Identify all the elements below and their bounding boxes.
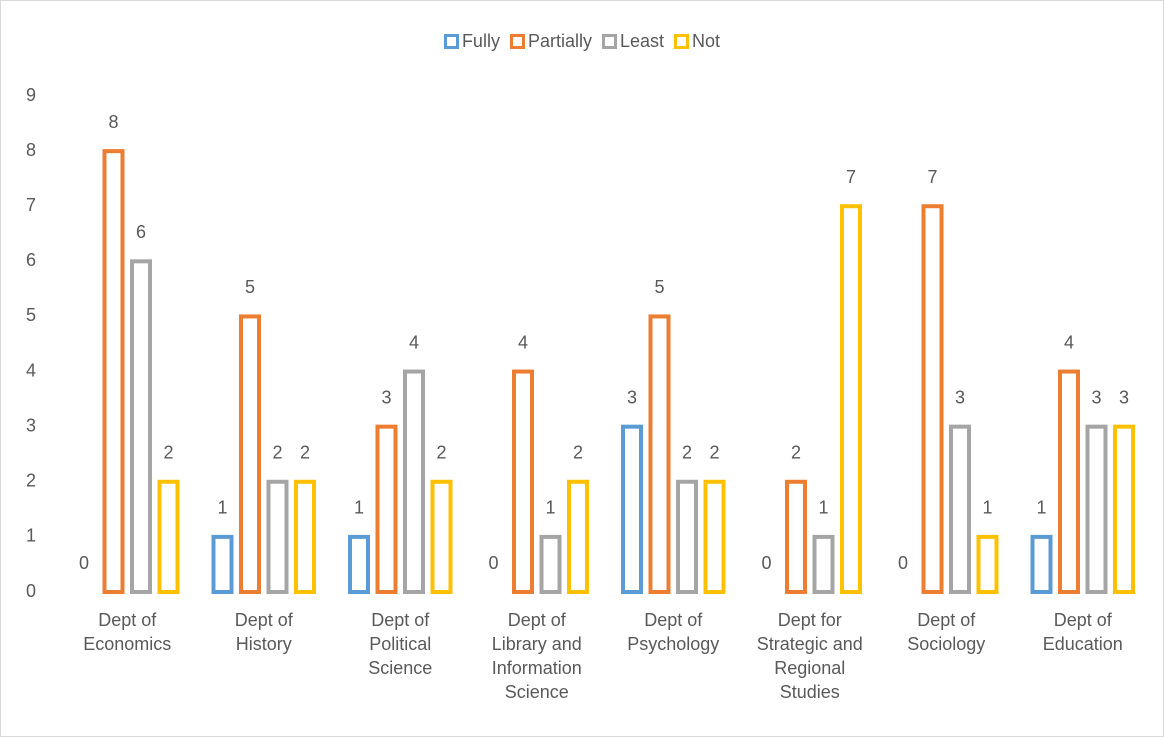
bar	[812, 534, 835, 595]
data-label: 1	[354, 498, 364, 518]
bar	[348, 534, 370, 595]
y-tick-label: 5	[26, 305, 36, 325]
data-label: 2	[791, 443, 801, 463]
data-label: 2	[272, 443, 282, 463]
x-tick-label: Dept of Economics	[83, 610, 172, 654]
bar	[211, 534, 234, 595]
x-tick-label: Dept of Library and Information Science	[491, 610, 582, 702]
y-tick-label: 2	[26, 471, 36, 491]
bar	[266, 479, 289, 594]
data-label: 1	[1036, 498, 1046, 518]
legend-swatch	[509, 34, 525, 49]
bar	[1030, 534, 1053, 595]
legend-item: Partially	[509, 31, 592, 52]
data-label: 7	[927, 167, 937, 187]
data-label: 0	[898, 553, 908, 573]
y-tick-label: 1	[26, 526, 36, 546]
bar	[239, 314, 261, 594]
bar	[403, 369, 425, 594]
bar	[1058, 369, 1080, 594]
x-tick-label: Dept of Political Science	[368, 610, 433, 678]
bar	[375, 424, 398, 594]
data-label: 2	[436, 443, 446, 463]
x-tick-label: Dept of Sociology	[907, 610, 986, 654]
data-label: 4	[1064, 332, 1074, 352]
y-tick-label: 7	[26, 195, 36, 215]
bar	[840, 204, 862, 594]
legend-label: Fully	[461, 31, 500, 51]
bar	[294, 479, 316, 594]
data-label: 3	[627, 387, 637, 407]
data-label: 1	[545, 498, 555, 518]
bar	[430, 479, 453, 594]
y-tick-label: 9	[26, 85, 36, 105]
data-label: 2	[709, 443, 719, 463]
data-label: 0	[761, 553, 771, 573]
y-tick-label: 8	[26, 140, 36, 160]
y-tick-label: 0	[26, 581, 36, 601]
y-tick-label: 6	[26, 250, 36, 270]
data-label: 1	[982, 498, 992, 518]
data-label: 3	[1091, 387, 1101, 407]
legend-label: Partially	[527, 31, 592, 51]
bar	[1113, 424, 1135, 594]
data-label: 8	[108, 112, 118, 132]
bar	[102, 149, 125, 594]
legend-label: Not	[692, 31, 721, 51]
bar	[648, 314, 671, 594]
data-label: 6	[136, 222, 146, 242]
data-label: 3	[381, 387, 391, 407]
data-label: 1	[818, 498, 828, 518]
y-tick-label: 3	[26, 415, 36, 435]
data-label: 4	[409, 332, 419, 352]
legend-swatch	[443, 34, 459, 49]
legend-swatch	[674, 34, 690, 49]
legend-swatch	[601, 34, 617, 49]
bar	[621, 424, 643, 594]
data-label: 2	[682, 443, 692, 463]
data-label: 0	[79, 553, 89, 573]
bar	[539, 534, 562, 595]
bar	[512, 369, 534, 594]
bar	[130, 259, 152, 594]
data-label: 3	[955, 387, 965, 407]
legend-item: Fully	[443, 31, 500, 52]
data-label: 5	[654, 277, 664, 297]
x-tick-label: Dept of Psychology	[627, 610, 720, 654]
data-label: 1	[217, 498, 227, 518]
bar	[785, 479, 807, 594]
bar	[567, 479, 589, 594]
bar	[157, 479, 180, 594]
data-label: 3	[1119, 387, 1129, 407]
bar	[976, 534, 999, 595]
data-label: 2	[573, 443, 583, 463]
data-label: 5	[245, 277, 255, 297]
data-label: 0	[488, 553, 498, 573]
legend-label: Least	[619, 31, 665, 51]
x-tick-label: Dept of History	[234, 610, 293, 654]
data-label: 7	[846, 167, 856, 187]
x-tick-label: Dept of Education	[1042, 610, 1123, 654]
bar	[1085, 424, 1108, 594]
bar	[921, 204, 944, 594]
x-tick-label: Dept for Strategic and Regional Studies	[756, 610, 863, 702]
bar	[676, 479, 698, 594]
bar	[949, 424, 971, 594]
legend-item: Not	[674, 31, 720, 52]
legend-item: Least	[601, 31, 665, 52]
bar	[703, 479, 726, 594]
data-label: 2	[300, 443, 310, 463]
y-tick-label: 4	[26, 360, 36, 380]
data-label: 4	[518, 332, 528, 352]
legend: Fully Partially Least Not	[1, 31, 1163, 52]
data-label: 2	[163, 443, 173, 463]
